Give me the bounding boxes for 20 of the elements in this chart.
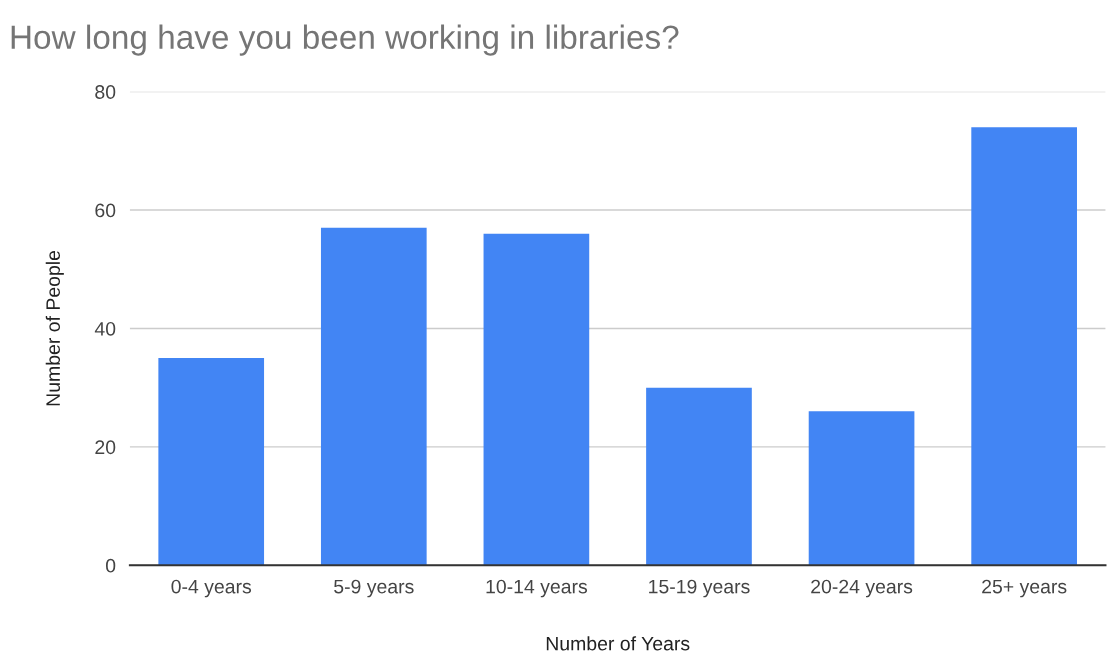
x-tick-label: 10-14 years (486, 579, 588, 598)
y-tick-label: 0 (105, 558, 116, 573)
x-tick-label: 25+ years (982, 579, 1067, 598)
y-tick-label: 80 (95, 85, 116, 99)
x-tick-label: 0-4 years (171, 579, 252, 598)
bar (483, 233, 590, 566)
bar (646, 387, 752, 566)
x-axis-title: Number of Years (546, 636, 690, 651)
x-tick-label: 20-24 years (811, 579, 913, 598)
x-tick-label: 15-19 years (649, 579, 750, 598)
y-axis-title: Number of People (45, 250, 64, 406)
bar (808, 411, 915, 566)
bar (971, 127, 1077, 566)
y-tick-label: 40 (94, 321, 116, 336)
chart-title: How long have you been working in libraries? (11, 24, 679, 56)
bar (158, 358, 265, 566)
y-tick-label: 60 (95, 203, 116, 218)
y-tick-label: 20 (95, 440, 116, 455)
bar (320, 227, 427, 566)
x-tick-label: 5-9 years (334, 579, 414, 598)
